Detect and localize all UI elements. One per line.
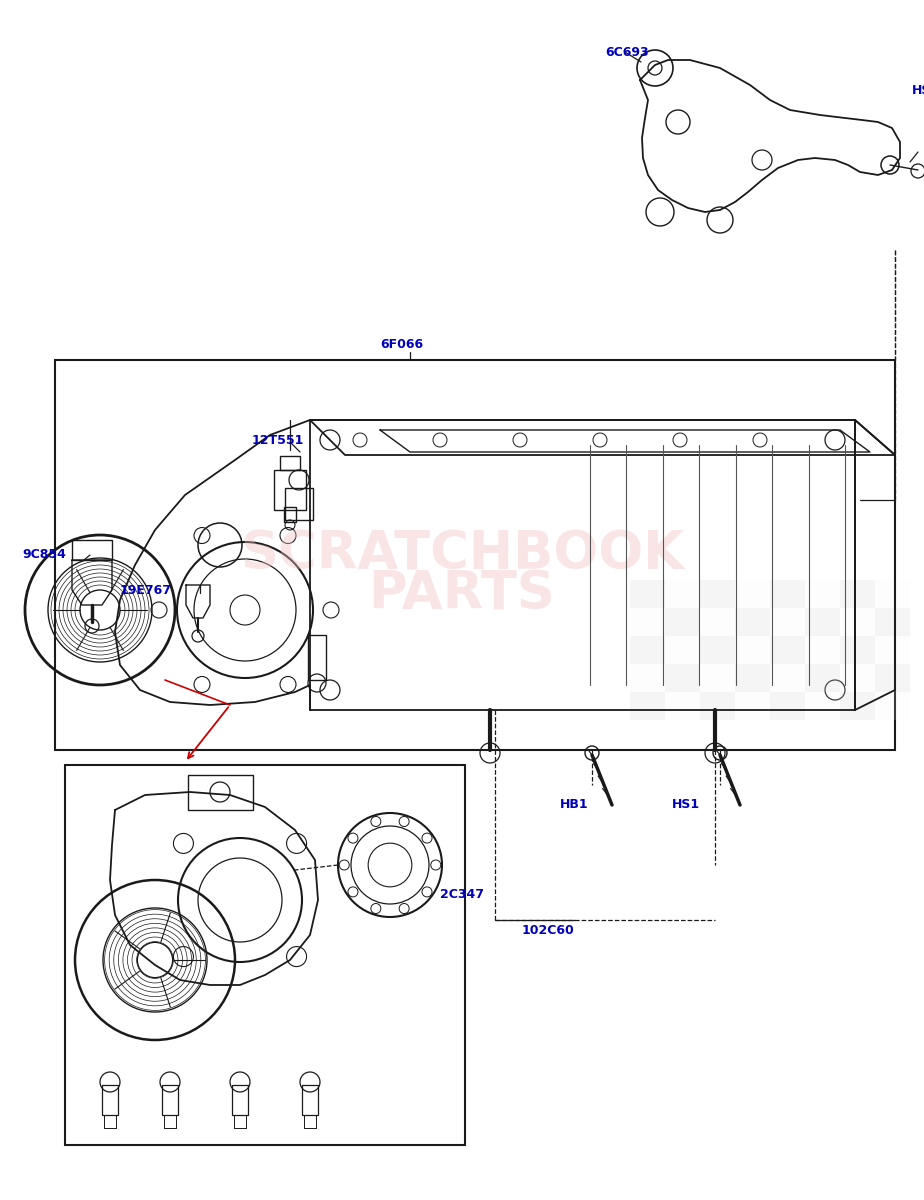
Bar <box>665 580 700 608</box>
Bar <box>665 636 700 664</box>
Text: 6F066: 6F066 <box>380 338 423 352</box>
Bar <box>735 664 770 692</box>
Bar <box>840 580 875 608</box>
Text: SCRATCHBOOK: SCRATCHBOOK <box>240 529 684 581</box>
Bar <box>274 470 306 510</box>
Bar <box>770 580 805 608</box>
Bar <box>770 692 805 720</box>
Bar <box>840 608 875 636</box>
Bar <box>630 580 665 608</box>
Bar <box>805 580 840 608</box>
Bar <box>840 636 875 664</box>
Bar <box>72 540 112 560</box>
Bar <box>55 360 895 750</box>
Bar <box>308 635 326 680</box>
Bar <box>735 580 770 608</box>
Bar <box>232 1085 248 1115</box>
Text: HS1: HS1 <box>672 798 700 811</box>
Bar <box>280 456 300 470</box>
Text: HS2: HS2 <box>912 84 924 96</box>
Bar <box>735 608 770 636</box>
Bar <box>700 692 735 720</box>
Bar <box>630 636 665 664</box>
Bar <box>805 664 840 692</box>
Text: PARTS: PARTS <box>369 569 555 622</box>
Bar <box>700 608 735 636</box>
Bar <box>700 664 735 692</box>
Bar <box>630 664 665 692</box>
Text: 6C693: 6C693 <box>605 46 649 59</box>
Bar <box>735 692 770 720</box>
Bar <box>665 664 700 692</box>
Bar <box>770 608 805 636</box>
Text: 19E767: 19E767 <box>120 583 172 596</box>
Bar <box>770 664 805 692</box>
Bar <box>840 692 875 720</box>
Bar <box>875 580 910 608</box>
Bar <box>875 692 910 720</box>
Bar <box>102 1085 118 1115</box>
Bar <box>284 506 296 522</box>
Text: HB1: HB1 <box>560 798 589 811</box>
Bar <box>770 636 805 664</box>
Bar <box>188 775 253 810</box>
Bar <box>875 608 910 636</box>
Bar <box>805 636 840 664</box>
Bar <box>665 608 700 636</box>
Text: 102C60: 102C60 <box>522 924 575 936</box>
Bar <box>162 1085 178 1115</box>
Bar <box>735 636 770 664</box>
Bar <box>805 608 840 636</box>
Bar <box>875 664 910 692</box>
Text: 12T551: 12T551 <box>252 433 304 446</box>
Bar <box>700 580 735 608</box>
Bar <box>840 664 875 692</box>
Bar <box>285 488 313 520</box>
Bar <box>65 766 465 1145</box>
Bar <box>805 692 840 720</box>
Text: 2C347: 2C347 <box>440 888 484 901</box>
Text: 9C854: 9C854 <box>22 548 66 562</box>
Bar <box>630 608 665 636</box>
Bar <box>630 692 665 720</box>
Bar <box>700 636 735 664</box>
Bar <box>302 1085 318 1115</box>
Bar <box>665 692 700 720</box>
Bar <box>875 636 910 664</box>
